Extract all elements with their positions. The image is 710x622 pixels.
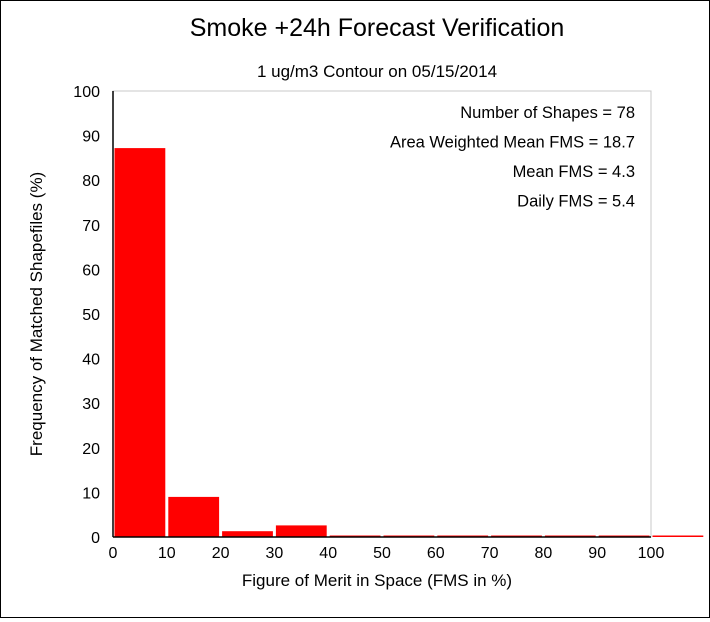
chart-title: Smoke +24h Forecast Verification (190, 14, 565, 42)
y-tick-label: 30 (82, 396, 100, 413)
stats-annotation: Daily FMS = 5.4 (517, 193, 635, 211)
y-tick-label: 40 (82, 352, 100, 369)
x-tick-label: 100 (638, 545, 665, 562)
histogram-bar-20-30 (222, 531, 273, 537)
stats-annotation: Mean FMS = 4.3 (513, 163, 635, 181)
y-tick-label: 20 (82, 441, 100, 458)
x-tick-label: 50 (373, 545, 391, 562)
y-tick-label: 60 (82, 262, 100, 279)
x-tick-label: 10 (158, 545, 176, 562)
x-tick-label: 20 (212, 545, 230, 562)
y-tick-label: 10 (82, 485, 100, 502)
x-tick-labels: 0 10 20 30 40 50 60 70 80 90 100 (109, 545, 665, 562)
x-tick-label: 60 (427, 545, 445, 562)
stats-annotations: Number of Shapes = 78 Area Weighted Mean … (390, 104, 635, 211)
bars-group (114, 148, 704, 537)
axes-box (112, 90, 652, 538)
x-tick-label: 70 (481, 545, 499, 562)
y-tick-label: 70 (82, 218, 100, 235)
x-axis-label: Figure of Merit in Space (FMS in %) (242, 571, 512, 590)
stats-annotation: Number of Shapes = 78 (460, 104, 635, 122)
x-tick-label: 30 (266, 545, 284, 562)
y-tick-label: 80 (82, 173, 100, 190)
histogram-bar-100-110 (652, 535, 704, 537)
plot-area: 0 10 20 30 40 50 60 70 80 90 100 0 10 20 30 40 50 60 70 80… (73, 84, 704, 562)
histogram-bar-30-40 (275, 525, 327, 537)
y-axis-label: Frequency of Matched Shapefiles (%) (27, 172, 46, 456)
chart-subtitle: 1 ug/m3 Contour on 05/15/2014 (257, 62, 497, 81)
histogram-bar-0-10 (114, 148, 166, 537)
stats-annotation: Area Weighted Mean FMS = 18.7 (390, 134, 635, 152)
y-tick-label: 50 (82, 307, 100, 324)
y-tick-label: 0 (91, 530, 100, 547)
x-tick-label: 80 (535, 545, 553, 562)
y-tick-labels: 0 10 20 30 40 50 60 70 80 90 100 (73, 84, 100, 547)
y-tick-label: 90 (82, 129, 100, 146)
histogram-bar-10-20 (168, 496, 220, 537)
x-tick-label: 90 (588, 545, 606, 562)
x-tick-label: 40 (319, 545, 337, 562)
y-tick-label: 100 (73, 84, 100, 101)
x-tick-label: 0 (109, 545, 118, 562)
